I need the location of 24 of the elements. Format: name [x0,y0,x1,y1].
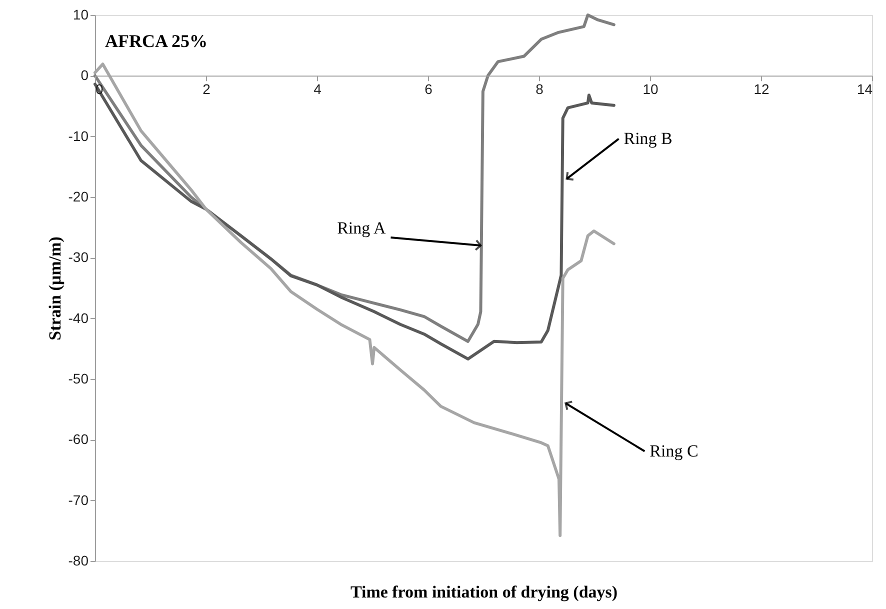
y-axis-title: Strain (µm/m) [45,236,64,340]
y-tick-label: -10 [68,128,89,144]
annotation: Ring B [624,128,672,148]
x-tick-label: 8 [536,81,544,98]
y-tick-label: 10 [72,6,89,22]
x-tick-label: 12 [754,81,770,98]
annotation: Ring C [650,441,698,460]
y-tick-label: -40 [68,310,89,326]
x-tick-label: 14 [856,81,873,98]
line-series [94,82,616,360]
x-tick-label: 2 [202,81,211,98]
y-tick-label: -60 [68,431,89,448]
y-tick-label: 0 [80,67,89,84]
y-tick-label: -20 [68,188,89,204]
y-tick-label: -80 [68,552,89,568]
x-tick-label: 6 [424,81,433,98]
y-tick-label: -30 [68,249,89,266]
x-tick-label: 4 [314,81,322,98]
y-tick-label: -70 [68,492,89,508]
annotation: Ring A [337,218,386,238]
x-tick-label: 10 [642,81,658,98]
annotation: AFRCA 25% [105,31,208,51]
y-tick-label: -50 [68,370,89,386]
x-axis-title: Time from initiation of drying (days) [350,582,618,602]
